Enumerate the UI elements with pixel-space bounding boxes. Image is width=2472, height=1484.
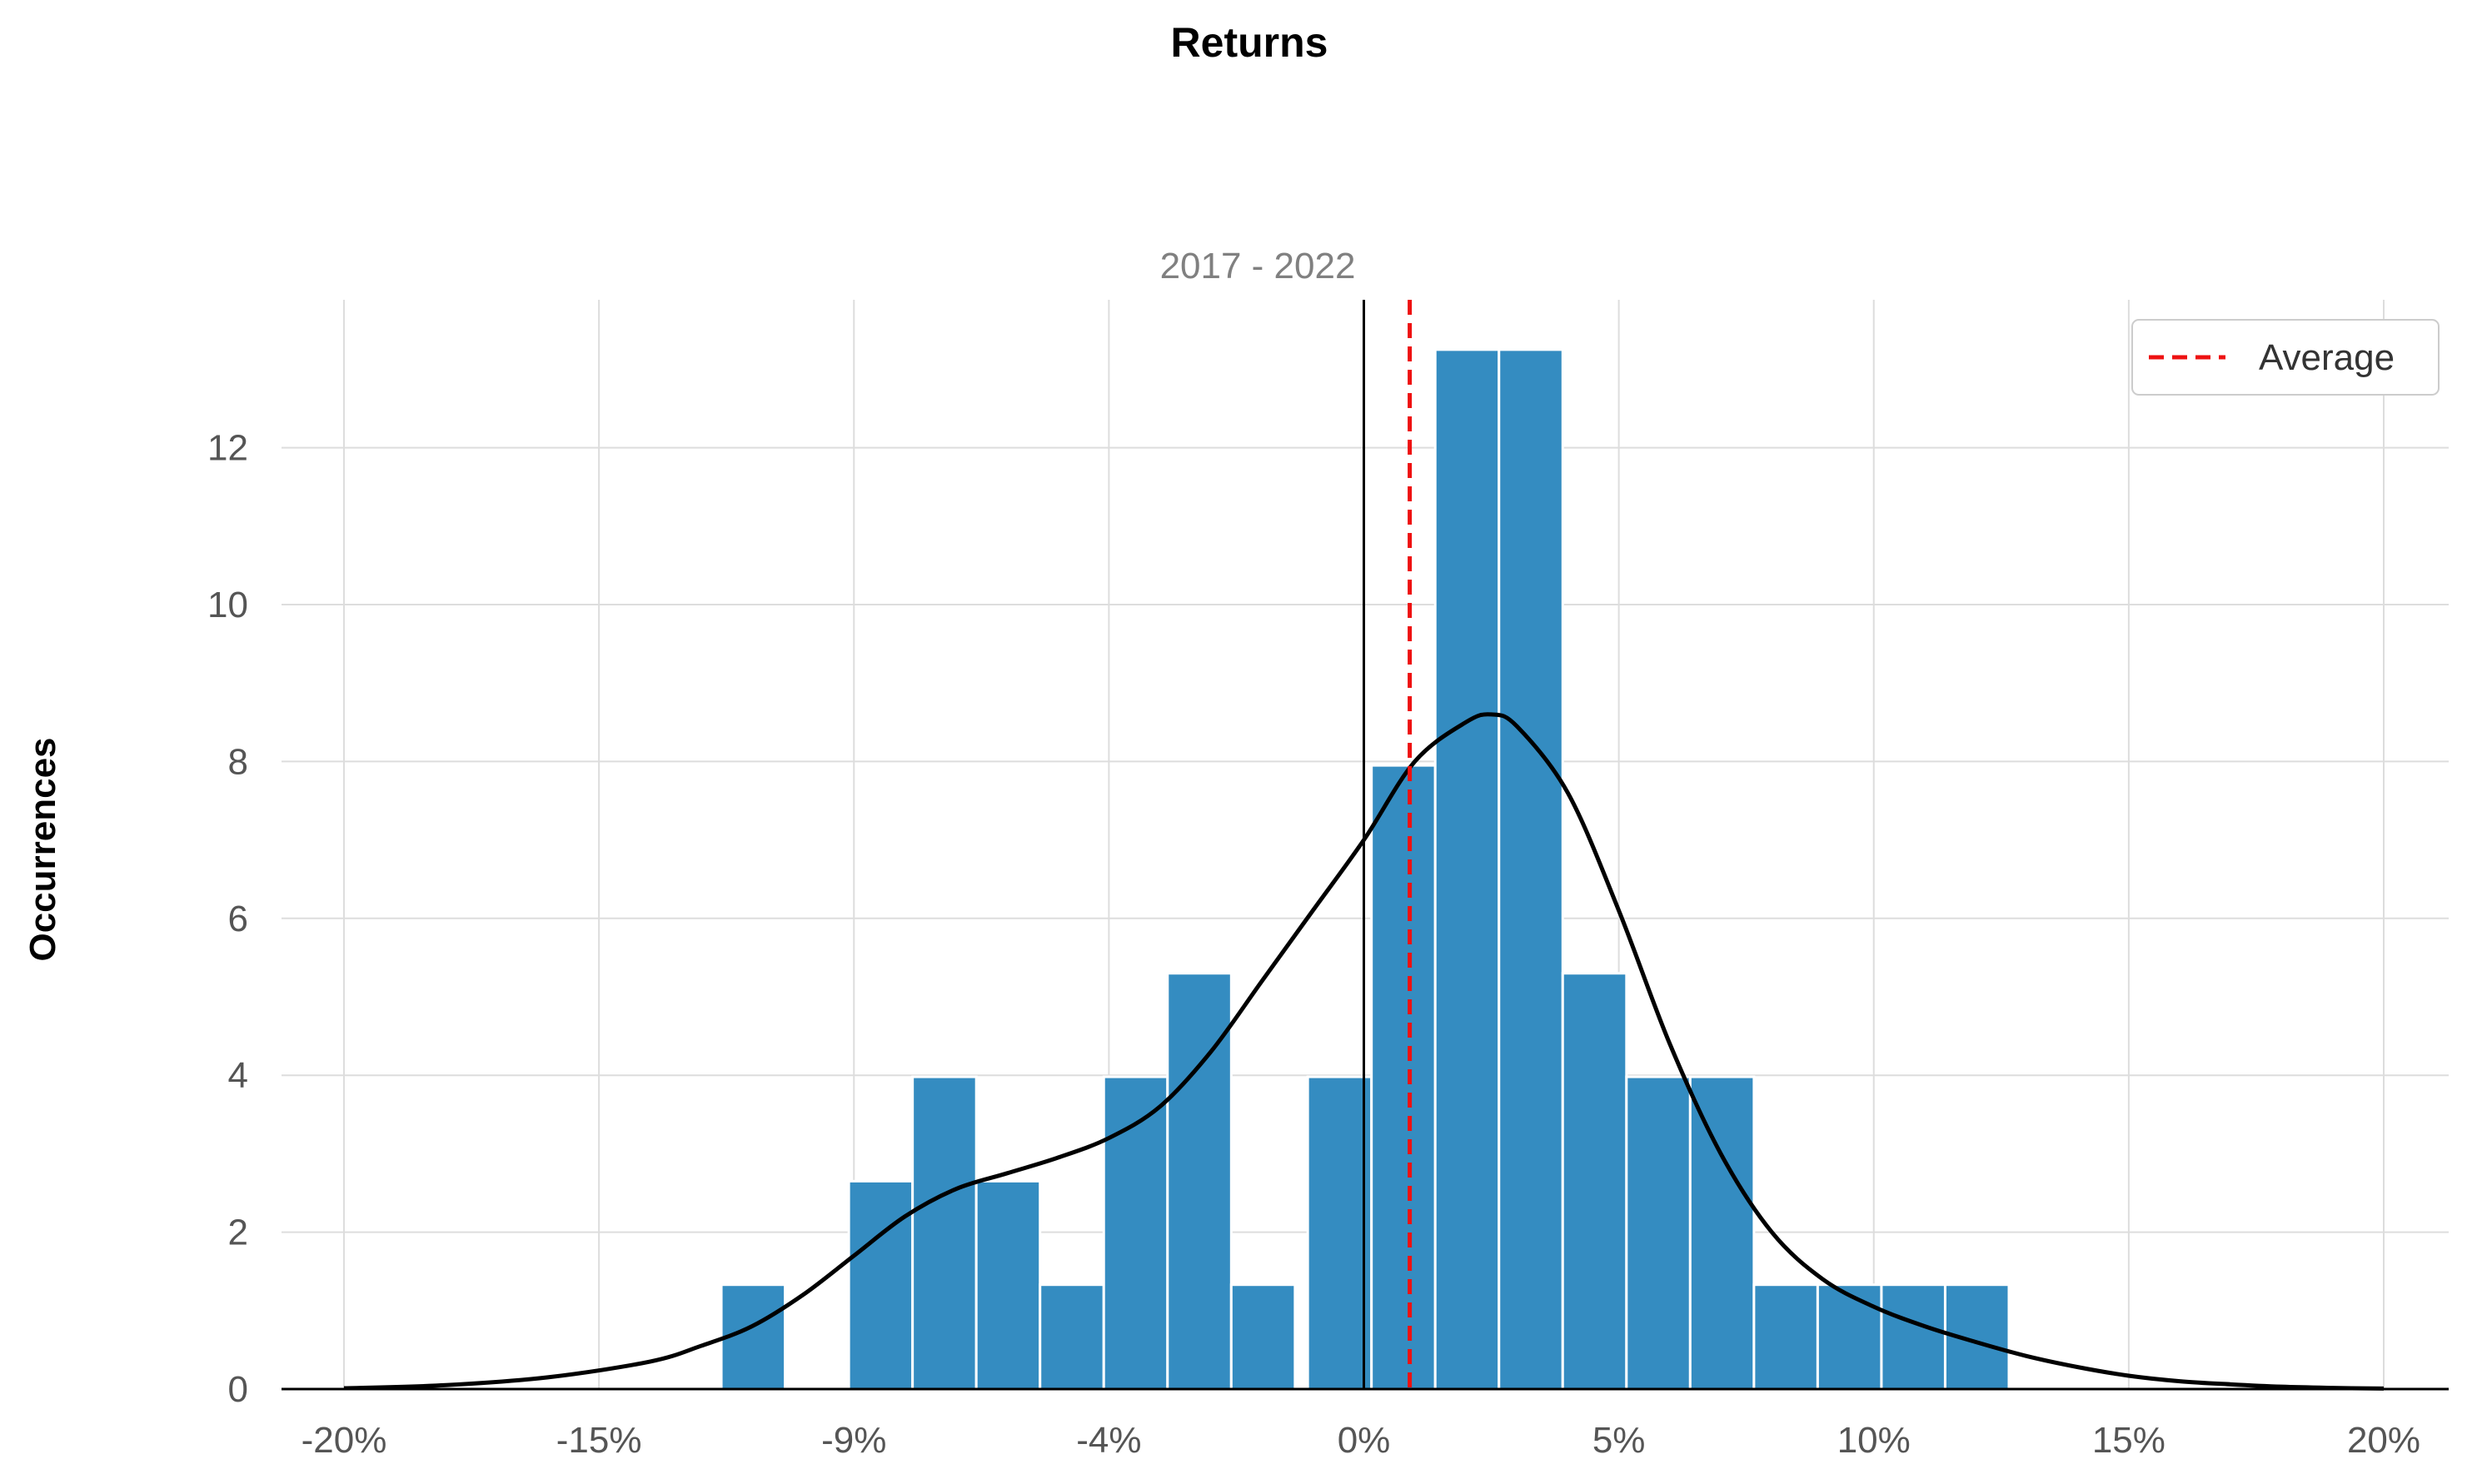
y-tick-label: 12 <box>207 428 248 469</box>
x-tick-label: -4% <box>1076 1420 1141 1461</box>
x-tick-label: 20% <box>2347 1420 2420 1461</box>
legend: Average <box>2131 319 2440 396</box>
density-curve-group <box>343 712 2385 1391</box>
y-tick-labels: 0 2 4 6 8 10 12 <box>207 428 248 1410</box>
histogram-bar <box>1306 1075 1373 1391</box>
histogram-bar <box>1561 972 1628 1391</box>
y-tick-label: 0 <box>228 1369 248 1410</box>
x-tick-label: -9% <box>821 1420 886 1461</box>
histogram-bar <box>1688 1075 1756 1391</box>
histogram-bars <box>720 348 2011 1391</box>
y-tick-label: 4 <box>228 1055 248 1096</box>
histogram-bar <box>1625 1075 1692 1391</box>
histogram-bar <box>1433 348 1501 1391</box>
chart-title: Returns <box>1171 19 1328 66</box>
histogram-bar <box>1166 972 1233 1391</box>
histogram-bar <box>1229 1283 1297 1391</box>
histogram-bar <box>974 1179 1042 1391</box>
chart-subtitle: 2017 - 2022 <box>1160 246 1356 286</box>
histogram-bar <box>1498 348 1564 1391</box>
histogram-bar <box>1880 1283 1946 1391</box>
x-tick-labels: -20% -15% -9% -4% 0% 5% 10% 15% 20% <box>302 1420 2420 1461</box>
histogram-bar <box>1816 1283 1883 1391</box>
histogram-bar <box>847 1179 915 1391</box>
reference-lines <box>1363 300 1413 1389</box>
y-tick-label: 8 <box>228 741 248 782</box>
x-tick-label: 10% <box>1837 1420 1911 1461</box>
x-tick-label: 0% <box>1338 1420 1391 1461</box>
histogram-bar <box>1370 764 1437 1391</box>
density-curve <box>343 712 2385 1391</box>
legend-box <box>2131 319 2440 396</box>
x-tick-label: -20% <box>302 1420 387 1461</box>
y-tick-label: 2 <box>228 1213 248 1253</box>
x-tick-label: 15% <box>2092 1420 2165 1461</box>
y-axis-label: Occurrences <box>22 737 63 961</box>
histogram-bar <box>1039 1283 1105 1391</box>
x-tick-label: 5% <box>1592 1420 1646 1461</box>
x-tick-label: -15% <box>556 1420 642 1461</box>
y-tick-label: 6 <box>228 899 248 939</box>
legend-average-label: Average <box>2259 337 2395 378</box>
y-tick-label: 10 <box>207 585 248 625</box>
histogram-bar <box>911 1075 978 1391</box>
histogram-bar <box>1752 1283 1819 1391</box>
